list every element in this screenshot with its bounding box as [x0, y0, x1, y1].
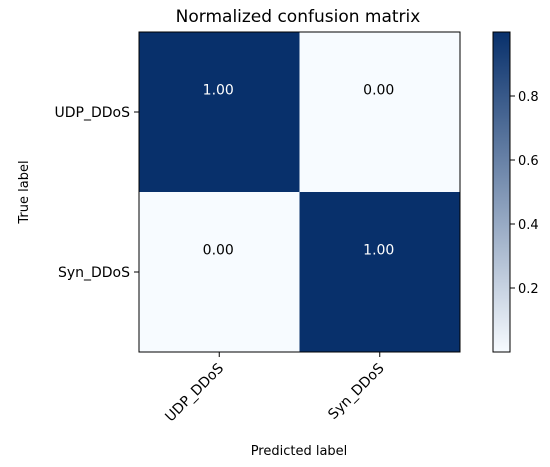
- colorbar-tick-label-2: 0.6: [518, 154, 539, 169]
- colorbar-tick-label-1: 0.4: [518, 218, 539, 233]
- y-axis-ticks: UDP_DDoS Syn_DDoS: [55, 105, 139, 281]
- x-axis-label: Predicted label: [251, 444, 348, 459]
- colorbar-tick-label-3: 0.8: [518, 90, 539, 105]
- x-tick-label-1: Syn_DDoS: [325, 360, 387, 422]
- heatmap-cell-r1-c0: [139, 192, 300, 352]
- heatmap-cells: [139, 32, 460, 352]
- x-tick-label-0: UDP_DDoS: [162, 360, 227, 425]
- heatmap-cell-labels: 1.00 0.00 0.00 1.00: [203, 82, 395, 258]
- heatmap-cell-r0-c0: [139, 32, 300, 192]
- cell-value-label-r0-c1: 0.00: [363, 82, 394, 98]
- plot-frame: [138, 31, 461, 353]
- colorbar-tick-label-0: 0.2: [518, 282, 539, 297]
- x-axis-ticks: UDP_DDoS Syn_DDoS: [162, 352, 388, 425]
- cell-value-label-r1-c1: 1.00: [363, 242, 394, 258]
- chart-title: Normalized confusion matrix: [176, 7, 421, 27]
- y-axis-label: True label: [17, 160, 32, 224]
- cell-value-label-r1-c0: 0.00: [203, 242, 234, 258]
- cell-value-label-r0-c0: 1.00: [203, 82, 234, 98]
- y-tick-label-1: Syn_DDoS: [58, 265, 130, 281]
- colorbar-ticks: 0.2 0.4 0.6 0.8: [510, 90, 539, 297]
- heatmap-cell-r0-c1: [299, 32, 460, 192]
- heatmap-cell-r1-c1: [299, 192, 460, 352]
- y-tick-label-0: UDP_DDoS: [55, 105, 131, 121]
- colorbar: [492, 31, 511, 353]
